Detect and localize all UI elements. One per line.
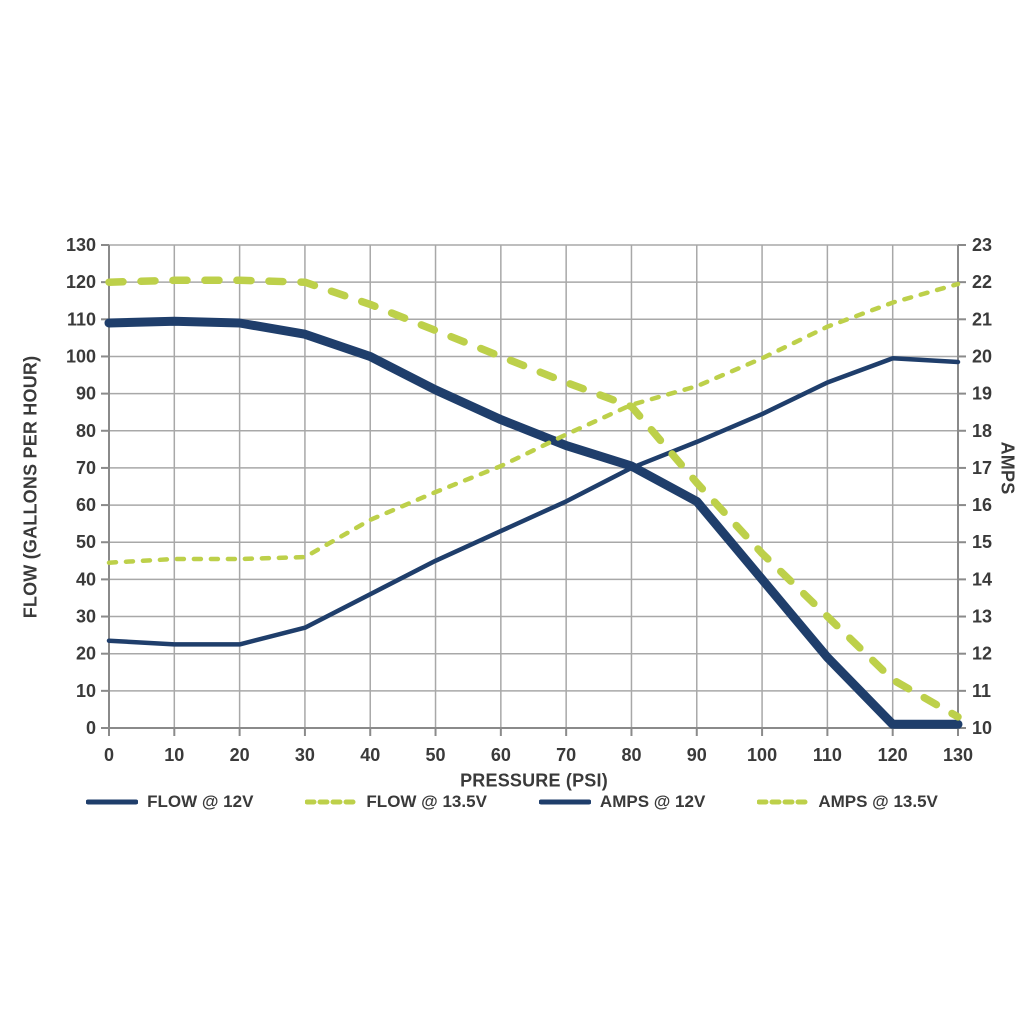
series-layer bbox=[104, 276, 963, 729]
legend-label-amps-13-5v: AMPS @ 13.5V bbox=[818, 792, 938, 811]
y-right-tick-label: 10 bbox=[972, 718, 992, 738]
legend-label-flow-13-5v: FLOW @ 13.5V bbox=[366, 792, 487, 811]
y-right-tick-label: 18 bbox=[972, 421, 992, 441]
legend-swatch-amps-13-5v-line bbox=[757, 799, 810, 805]
y-left-tick-label: 30 bbox=[76, 607, 96, 627]
y-left-tick-label: 10 bbox=[76, 681, 96, 701]
x-tick-label: 40 bbox=[360, 745, 380, 765]
y-left-tick-label: 20 bbox=[76, 644, 96, 664]
legend-swatch-flow-13-5v-line bbox=[305, 799, 358, 805]
y-left-tick-label: 110 bbox=[67, 309, 96, 329]
y-right-tick-label: 14 bbox=[972, 569, 992, 589]
legend-swatch-flow-12v-line bbox=[86, 799, 139, 805]
y-left-tick-label: 0 bbox=[86, 718, 96, 738]
x-tick-label: 80 bbox=[621, 745, 641, 765]
series-line-flow-12v bbox=[104, 316, 963, 729]
y-right-tick-label: 16 bbox=[972, 495, 992, 515]
legend-item-flow-12v: FLOW @ 12V bbox=[86, 792, 253, 812]
legend-label-amps-12v: AMPS @ 12V bbox=[599, 792, 706, 811]
y-left-tick-label: 130 bbox=[66, 235, 96, 255]
y-right-tick-label: 21 bbox=[972, 309, 992, 329]
y-right-tick-label: 13 bbox=[972, 607, 992, 627]
x-tick-label: 0 bbox=[104, 745, 114, 765]
x-tick-label: 30 bbox=[295, 745, 315, 765]
y-right-tick-label: 19 bbox=[972, 384, 992, 404]
y-left-tick-label: 40 bbox=[76, 569, 96, 589]
y-right-tick-label: 11 bbox=[972, 681, 991, 701]
legend-label-flow-12v: FLOW @ 12V bbox=[147, 792, 254, 811]
y-axis-title-amps: AMPS bbox=[997, 441, 1018, 495]
series-line-amps-13-5v bbox=[106, 281, 961, 565]
y-right-tick-label: 23 bbox=[972, 235, 992, 255]
y-left-tick-label: 60 bbox=[76, 495, 96, 515]
x-tick-label: 60 bbox=[491, 745, 511, 765]
x-tick-label: 110 bbox=[813, 745, 842, 765]
y-right-tick-label: 12 bbox=[972, 644, 992, 664]
y-left-tick-label: 100 bbox=[66, 346, 96, 366]
legend-item-amps-13-5v: AMPS @ 13.5V bbox=[757, 792, 938, 812]
x-tick-label: 70 bbox=[556, 745, 576, 765]
legend-item-amps-12v: AMPS @ 12V bbox=[538, 792, 706, 812]
legend-item-flow-13-5v: FLOW @ 13.5V bbox=[305, 792, 487, 812]
x-tick-label: 20 bbox=[230, 745, 250, 765]
y-left-tick-label: 70 bbox=[76, 458, 96, 478]
y-left-tick-label: 80 bbox=[76, 421, 96, 441]
y-right-tick-label: 15 bbox=[972, 532, 992, 552]
x-tick-label: 90 bbox=[687, 745, 707, 765]
legend-swatch-amps-12v-line bbox=[538, 799, 591, 805]
x-tick-label: 130 bbox=[943, 745, 973, 765]
x-axis-title-pressure: PRESSURE (PSI) bbox=[460, 770, 608, 791]
y-left-tick-label: 90 bbox=[76, 384, 96, 404]
axis-layer bbox=[101, 244, 966, 736]
y-left-tick-label: 50 bbox=[76, 532, 96, 552]
y-right-tick-label: 17 bbox=[972, 458, 992, 478]
y-right-tick-label: 20 bbox=[972, 346, 992, 366]
y-right-tick-label: 22 bbox=[972, 272, 992, 292]
x-tick-label: 50 bbox=[426, 745, 446, 765]
chart-legend: FLOW @ 12V FLOW @ 13.5V AMPS @ 12V AMPS … bbox=[0, 792, 1024, 812]
tick-label-layer: 0102030405060708090100110120130101112131… bbox=[66, 235, 992, 765]
y-left-tick-label: 120 bbox=[66, 272, 96, 292]
series-line-amps-12v bbox=[106, 356, 961, 647]
x-tick-label: 120 bbox=[878, 745, 908, 765]
x-tick-label: 10 bbox=[164, 745, 184, 765]
x-tick-label: 100 bbox=[747, 745, 777, 765]
y-axis-title-flow: FLOW (GALLONS PER HOUR) bbox=[20, 355, 41, 619]
series-line-flow-13-5v bbox=[105, 276, 962, 721]
